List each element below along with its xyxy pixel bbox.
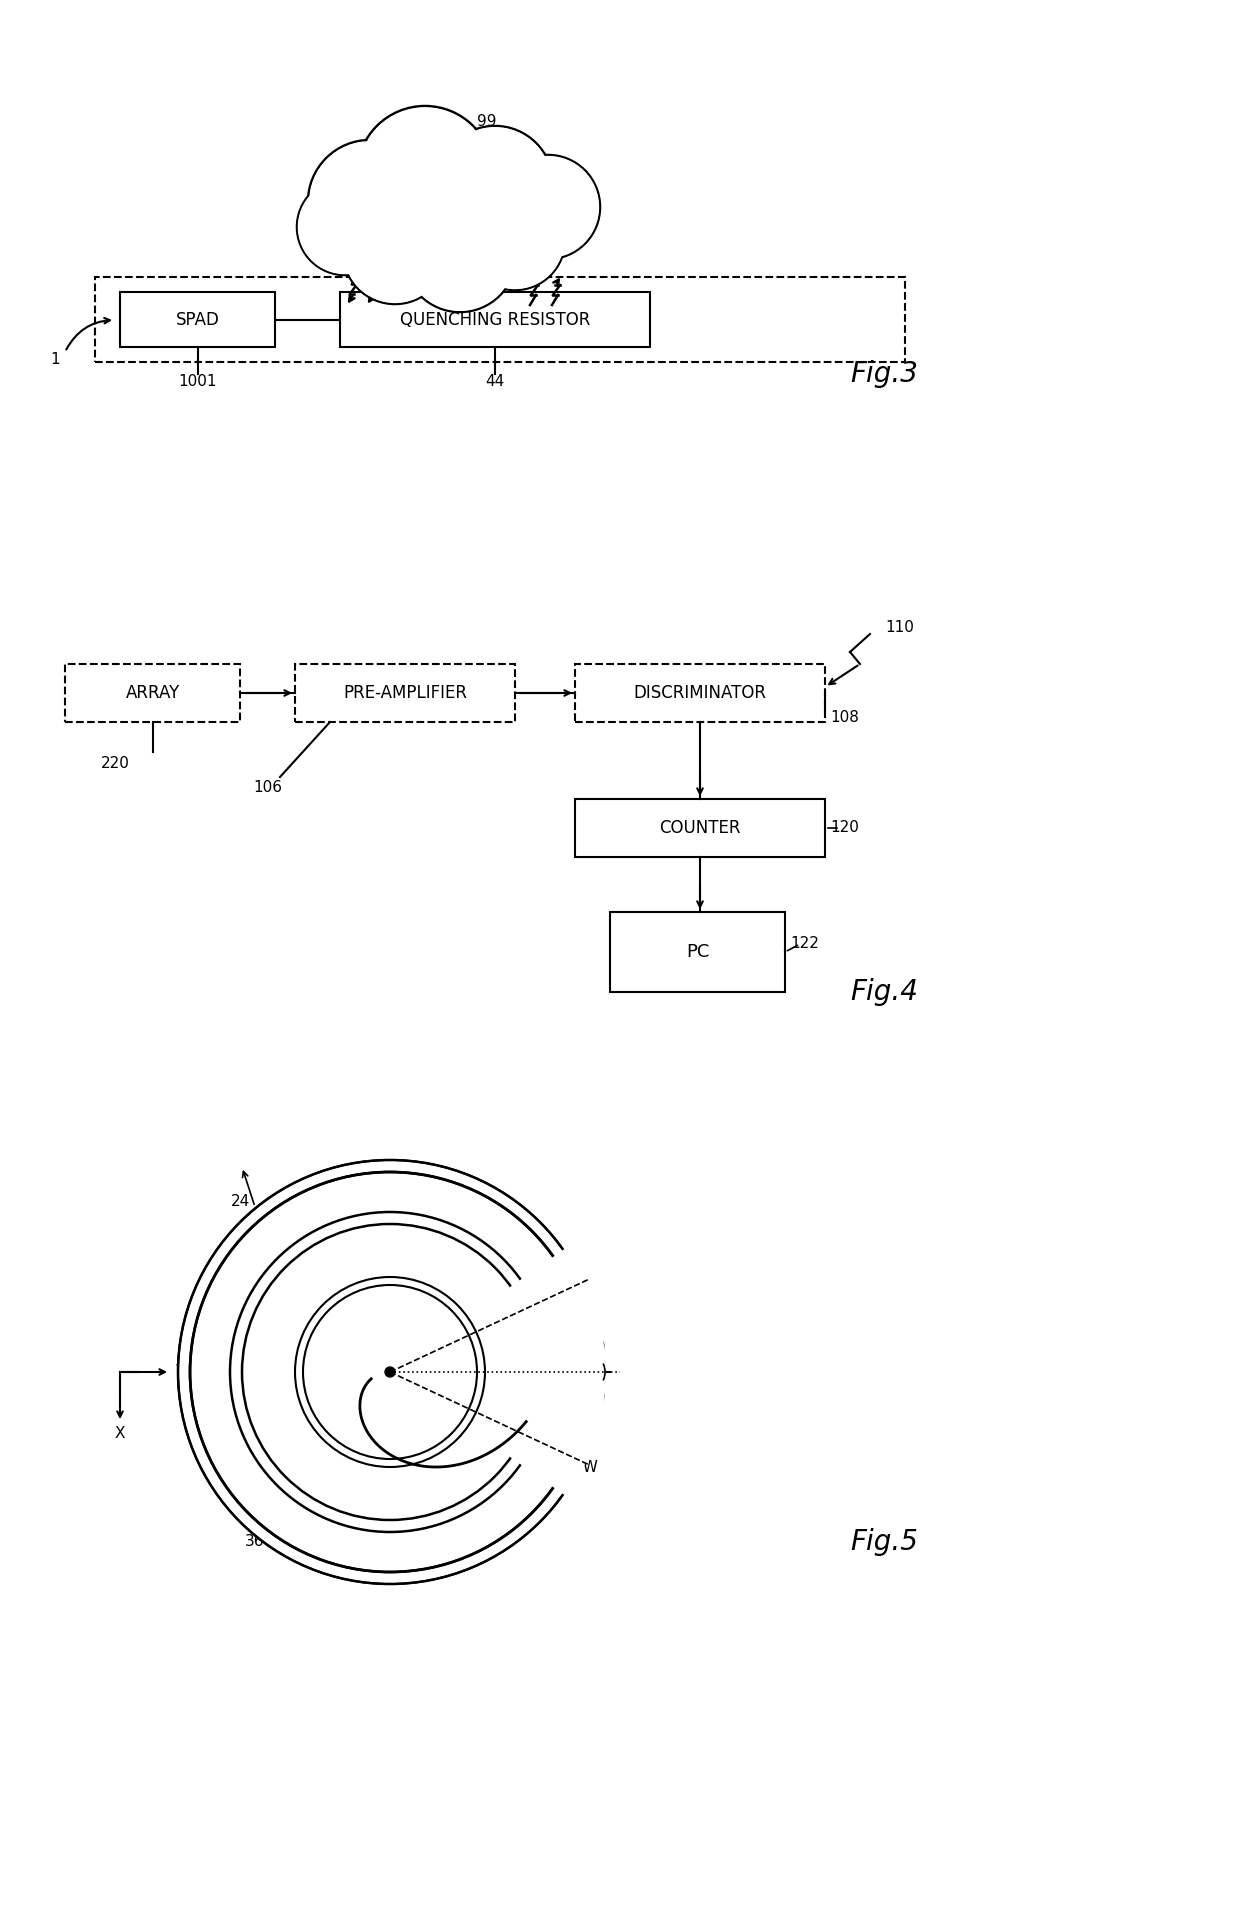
Text: Fig.5: Fig.5 — [849, 1528, 918, 1557]
Wedge shape — [501, 1249, 605, 1495]
Bar — [95, 277, 905, 361]
Text: X: X — [115, 1426, 125, 1442]
Circle shape — [308, 140, 432, 263]
Text: θ: θ — [595, 1390, 605, 1405]
Text: 36: 36 — [246, 1534, 265, 1549]
Circle shape — [384, 1367, 396, 1376]
Text: 108: 108 — [831, 709, 859, 725]
Text: COUNTER: COUNTER — [660, 819, 740, 836]
Text: 122: 122 — [791, 936, 820, 951]
Text: PRE-AMPLIFIER: PRE-AMPLIFIER — [343, 684, 467, 702]
Bar — [575, 663, 825, 723]
Bar — [575, 800, 825, 857]
Text: Y: Y — [175, 1365, 185, 1380]
Circle shape — [345, 202, 445, 302]
Text: ARRAY: ARRAY — [126, 684, 180, 702]
Text: 220: 220 — [100, 757, 129, 771]
Circle shape — [466, 192, 563, 288]
Circle shape — [404, 200, 516, 311]
Text: Fig.3: Fig.3 — [849, 359, 918, 388]
Text: 1001: 1001 — [179, 375, 217, 390]
Circle shape — [439, 127, 552, 240]
Bar — [340, 292, 650, 348]
Circle shape — [310, 142, 430, 261]
Text: θ: θ — [595, 1340, 605, 1355]
Circle shape — [405, 202, 515, 309]
Text: 27: 27 — [455, 1215, 475, 1230]
Circle shape — [496, 156, 600, 259]
Text: 120: 120 — [831, 819, 859, 834]
Text: SW: SW — [573, 1459, 598, 1474]
Text: SAMPLE: SAMPLE — [409, 202, 487, 221]
Bar — [295, 663, 515, 723]
Text: 106: 106 — [253, 780, 283, 794]
Text: 1: 1 — [50, 352, 60, 367]
Text: 28: 28 — [391, 1180, 409, 1194]
Circle shape — [436, 127, 553, 242]
Circle shape — [299, 181, 392, 273]
Bar — [610, 913, 785, 992]
Circle shape — [298, 179, 393, 275]
Text: QUENCHING RESISTOR: QUENCHING RESISTOR — [399, 311, 590, 329]
Text: DISCRIMINATOR: DISCRIMINATOR — [634, 684, 766, 702]
Text: SPAD: SPAD — [176, 311, 219, 329]
Text: 44: 44 — [485, 375, 505, 390]
Circle shape — [179, 1161, 601, 1584]
Text: 24: 24 — [231, 1194, 249, 1209]
Circle shape — [357, 106, 494, 242]
Text: Fig.4: Fig.4 — [849, 978, 918, 1005]
Circle shape — [497, 156, 599, 258]
Circle shape — [360, 108, 491, 240]
Bar — [120, 292, 275, 348]
Circle shape — [465, 190, 565, 290]
Circle shape — [343, 200, 446, 304]
Text: PC: PC — [686, 944, 709, 961]
Bar — [64, 663, 241, 723]
Text: 110: 110 — [885, 619, 914, 634]
Text: 99: 99 — [477, 115, 497, 129]
